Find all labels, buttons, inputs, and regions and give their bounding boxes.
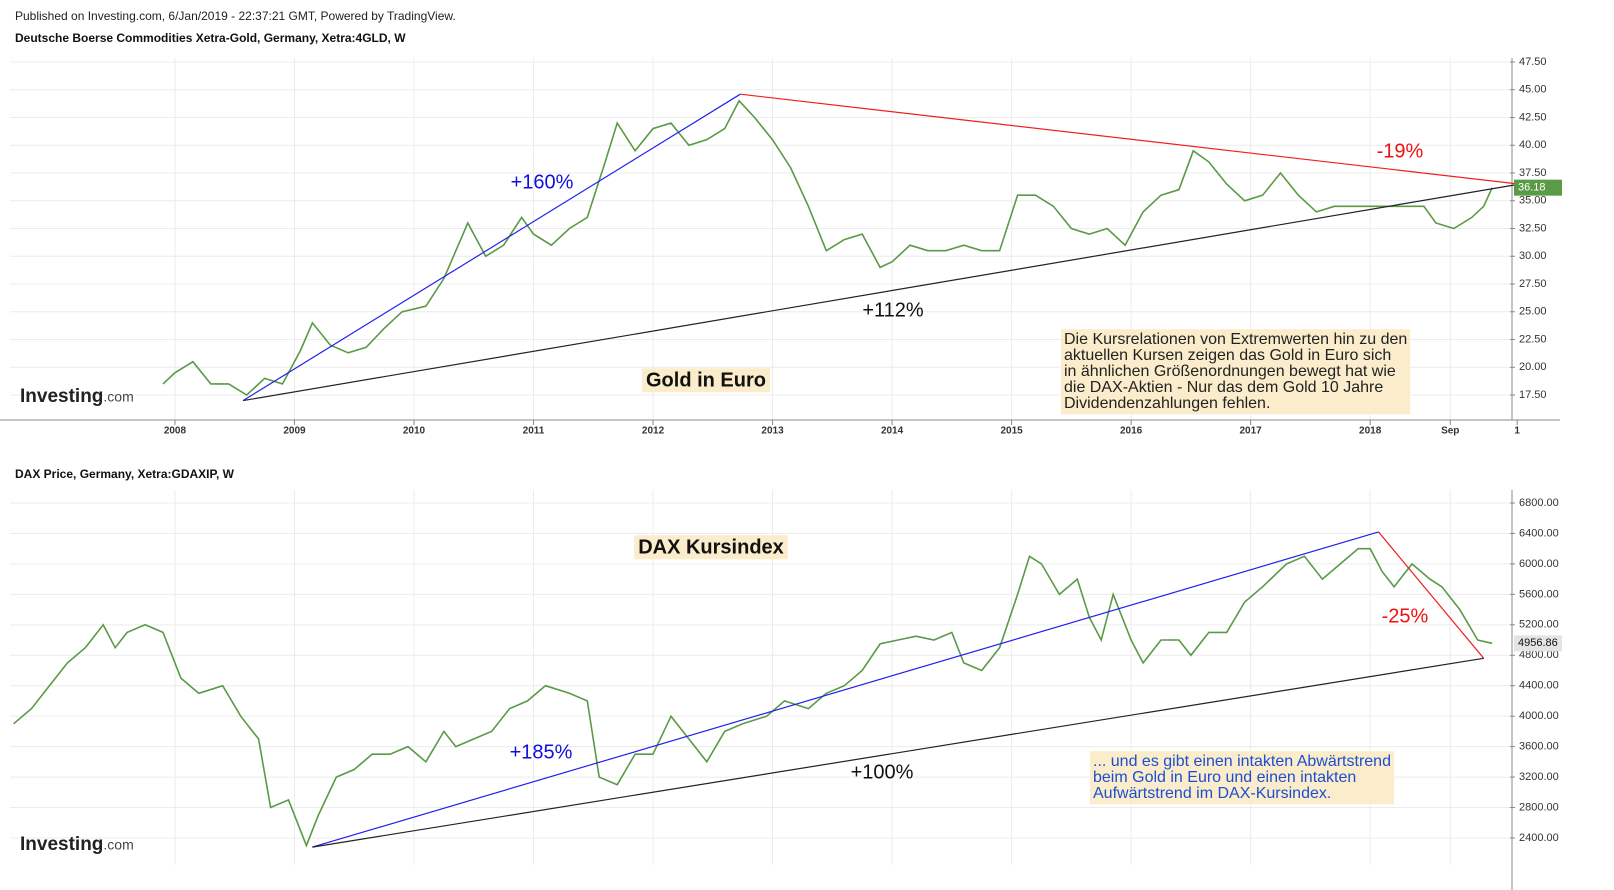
y-tick-label: 4400.00 [1519,680,1559,692]
x-tick-label: 2015 [1000,426,1023,437]
y-tick-label: 42.50 [1519,111,1547,123]
y-tick-label: 17.50 [1519,389,1547,401]
price-line [13,547,1493,848]
y-tick-label: 30.00 [1519,250,1547,262]
x-tick-label: Sep [1441,426,1459,437]
y-tick-label: 4800.00 [1519,649,1559,661]
label-background [642,368,770,393]
note-line: die DAX-Aktien - Nur das dem Gold 10 Jah… [1064,379,1383,396]
y-tick-label: 5600.00 [1519,588,1559,600]
x-tick-label: 2016 [1120,426,1143,437]
published-header: Published on Investing.com, 6/Jan/2019 -… [15,9,456,23]
logo: Investing [20,834,103,855]
y-tick-label: 3200.00 [1519,771,1559,783]
y-tick-label: 3600.00 [1519,741,1559,753]
y-tick-label: 25.00 [1519,306,1547,318]
note-line: beim Gold in Euro und einen intakten [1093,769,1356,786]
last-value-box [1514,179,1562,196]
last-value-label: 36.18 [1518,182,1546,194]
percent-annotation: -19% [1377,140,1424,162]
chart-title: Deutsche Boerse Commodities Xetra-Gold, … [15,31,406,45]
y-tick-label: 32.50 [1519,222,1547,234]
percent-annotation: +185% [510,741,573,763]
percent-annotation: +112% [862,299,924,321]
note-line: ... und es gibt einen intakten Abwärtstr… [1093,753,1391,770]
note-line: Dividendenzahlungen fehlen. [1064,395,1270,412]
x-tick-label: 2012 [642,426,665,437]
x-tick-label: 2011 [523,426,545,437]
y-tick-label: 4000.00 [1519,710,1559,722]
logo: Investing [20,386,103,407]
note-background [1090,751,1394,805]
logo-suffix: .com [103,837,133,853]
last-value-label: 4956.86 [1518,637,1558,649]
trend-line [312,657,1484,848]
x-tick-label: 1 [1514,426,1520,437]
note: ... und es gibt einen intakten Abwärtstr… [1093,753,1391,802]
percent-annotation: +100% [851,761,914,783]
y-tick-label: 40.00 [1519,139,1547,151]
x-tick-label: 2009 [283,426,306,437]
last-value-box [1514,635,1562,652]
chart-label: DAX Kursindex [638,536,784,558]
y-tick-label: 27.50 [1519,278,1547,290]
percent-annotation: +160% [511,171,574,193]
y-tick-label: 45.00 [1519,84,1547,96]
note: Die Kursrelationen von Extremwerten hin … [1064,331,1407,412]
logo-suffix: .com [103,389,133,405]
trend-line [242,183,1520,402]
note-background [1061,329,1411,415]
x-tick-label: 2008 [164,426,187,437]
x-tick-label: 2010 [403,426,426,437]
x-tick-label: 2017 [1240,426,1263,437]
y-tick-label: 6000.00 [1519,558,1559,570]
y-tick-label: 5200.00 [1519,619,1559,631]
y-tick-label: 47.50 [1519,56,1547,68]
chart-title: DAX Price, Germany, Xetra:GDAXIP, W [15,467,235,481]
price-line [162,99,1493,397]
y-tick-label: 2800.00 [1519,801,1559,813]
x-tick-label: 2014 [881,426,904,437]
y-tick-label: 37.50 [1519,167,1547,179]
note-line: Aufwärtstrend im DAX-Kursindex. [1093,785,1331,802]
label-background [634,535,788,560]
y-tick-label: 35.00 [1519,195,1547,207]
note-line: in ähnlichen Größenordnungen bewegt hat … [1064,363,1396,380]
x-tick-label: 2018 [1359,426,1382,437]
y-tick-label: 6400.00 [1519,527,1559,539]
y-tick-label: 22.50 [1519,333,1547,345]
y-tick-label: 6800.00 [1519,497,1559,509]
y-tick-label: 2400.00 [1519,832,1559,844]
trend-line [312,531,1379,848]
chart-label: Gold in Euro [646,369,766,391]
x-tick-label: 2013 [761,426,784,437]
y-tick-label: 20.00 [1519,361,1547,373]
trend-line [242,93,741,402]
trend-line [740,93,1520,185]
percent-annotation: -25% [1382,605,1429,627]
note-line: aktuellen Kursen zeigen das Gold in Euro… [1064,347,1391,364]
note-line: Die Kursrelationen von Extremwerten hin … [1064,331,1407,348]
trend-line [1378,531,1485,659]
